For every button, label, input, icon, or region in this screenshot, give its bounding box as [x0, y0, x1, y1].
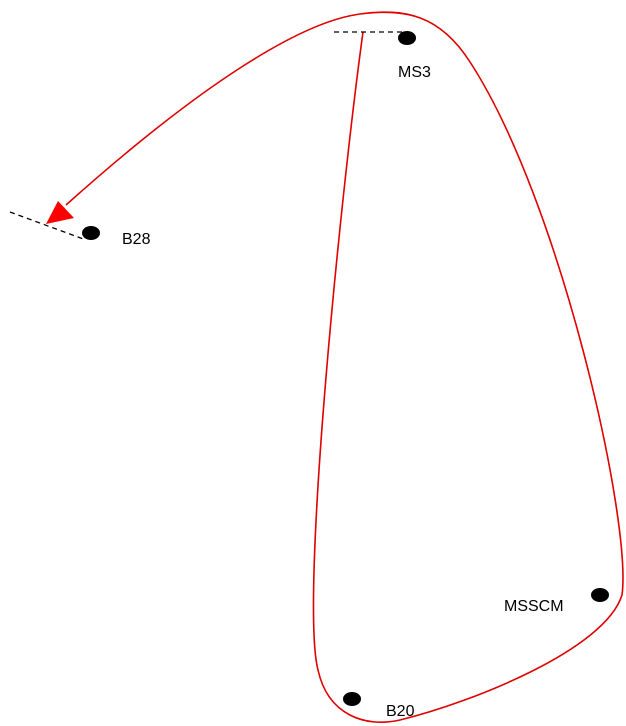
route-curve: [65, 11, 624, 723]
arrow-head: [46, 201, 74, 224]
node-dot: [398, 31, 416, 45]
node-dot: [591, 588, 609, 602]
node-label: MSSCM: [504, 598, 564, 615]
node-dot: [82, 226, 100, 240]
node-label: B28: [122, 231, 151, 248]
node-dot: [343, 692, 361, 706]
node-label: B20: [386, 703, 415, 720]
node-label: MS3: [398, 64, 431, 81]
dashed-line: [9, 211, 87, 241]
